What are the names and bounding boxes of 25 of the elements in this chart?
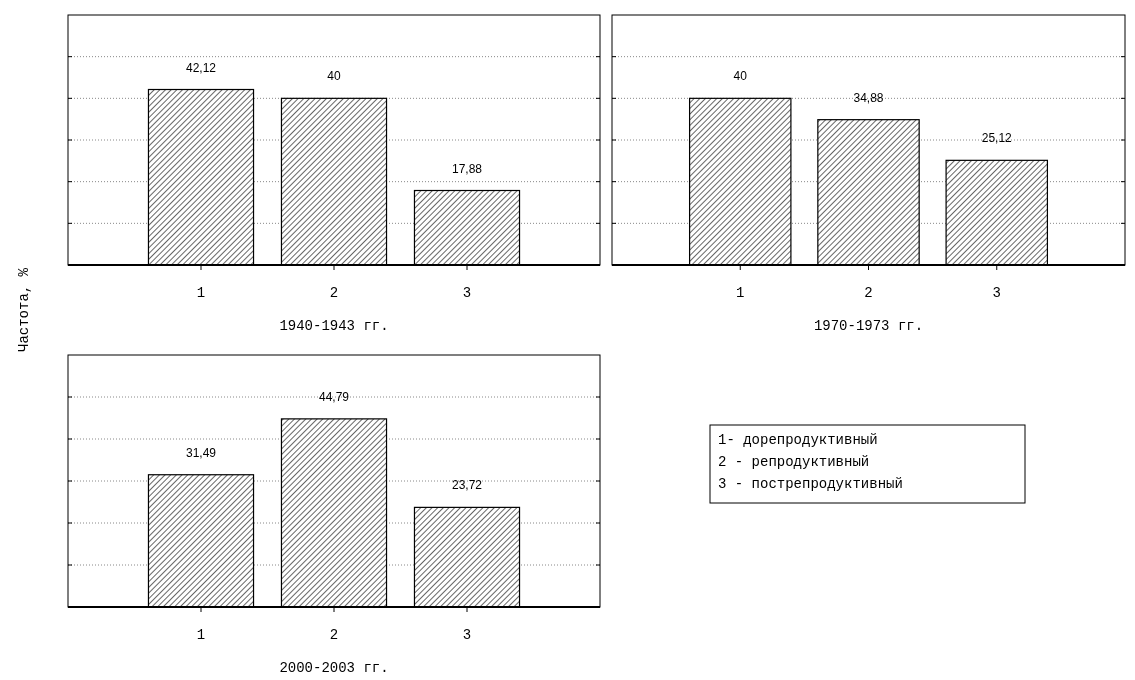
- text: 3 - пострепродуктивный: [718, 476, 903, 492]
- data-label: 44,79: [318, 389, 350, 404]
- x-tick-label: 1: [196, 627, 206, 643]
- x-axis-title: 1970-1973 гг.: [813, 318, 924, 334]
- x-tick-label: 3: [462, 285, 472, 301]
- data-label: 42,12: [185, 60, 217, 75]
- text: 1- дорепродуктивный: [718, 432, 878, 448]
- y-axis-title: Частота, %: [16, 267, 32, 353]
- data-label: 17,88: [451, 161, 483, 176]
- x-tick-label: 3: [462, 627, 472, 643]
- x-tick-label: 1: [196, 285, 206, 301]
- x-axis-title: 2000-2003 гг.: [279, 660, 389, 676]
- data-label: 40: [733, 69, 748, 84]
- data-label: 40: [327, 69, 341, 84]
- data-label: 34,88: [853, 90, 884, 105]
- data-label: 31,49: [185, 445, 217, 460]
- x-tick-label: 2: [329, 285, 339, 301]
- x-axis-title: 1940-1943 гг.: [279, 318, 389, 334]
- text: 2 - репродуктивный: [718, 454, 870, 470]
- x-tick-label: 2: [329, 627, 339, 643]
- x-tick-label: 3: [992, 285, 1001, 301]
- x-tick-label: 1: [736, 285, 745, 301]
- x-tick-label: 2: [864, 285, 873, 301]
- data-label: 23,72: [451, 478, 483, 493]
- data-label: 25,12: [981, 131, 1013, 146]
